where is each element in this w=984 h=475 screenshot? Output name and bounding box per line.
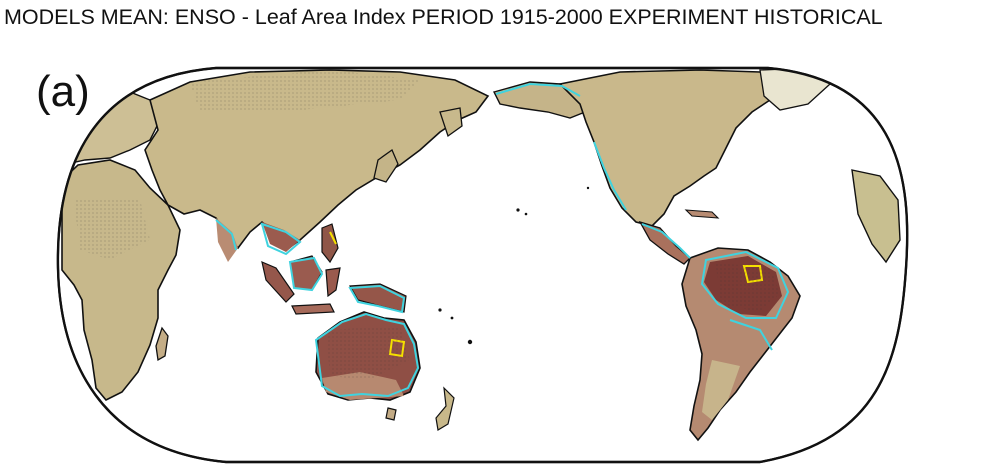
philippines — [321, 223, 339, 264]
tasmania — [385, 407, 397, 421]
madagascar — [155, 326, 169, 362]
south-america-south-lighter — [702, 360, 740, 420]
caribbean-cuba — [684, 209, 720, 219]
greenland — [759, 68, 832, 111]
pacific-islands — [438, 186, 590, 345]
australia-south-lighter — [322, 372, 404, 400]
asia-landmass — [144, 69, 490, 252]
japan — [373, 149, 399, 183]
seasia-highlight — [262, 222, 300, 252]
sumatra — [261, 260, 295, 303]
cyan-contours — [215, 82, 790, 398]
kamchatka — [439, 107, 463, 138]
panel-label: (a) — [36, 67, 90, 116]
stipple-overlay — [74, 70, 780, 380]
new-zealand — [435, 386, 455, 431]
central-america — [638, 220, 691, 265]
map-frame-outline — [56, 66, 909, 464]
africa-east-wrap — [851, 169, 901, 264]
india-highlight — [216, 218, 238, 262]
map-title: MODELS MEAN: ENSO - Leaf Area Index PERI… — [4, 5, 883, 29]
sulawesi — [325, 267, 341, 298]
java — [291, 303, 335, 315]
